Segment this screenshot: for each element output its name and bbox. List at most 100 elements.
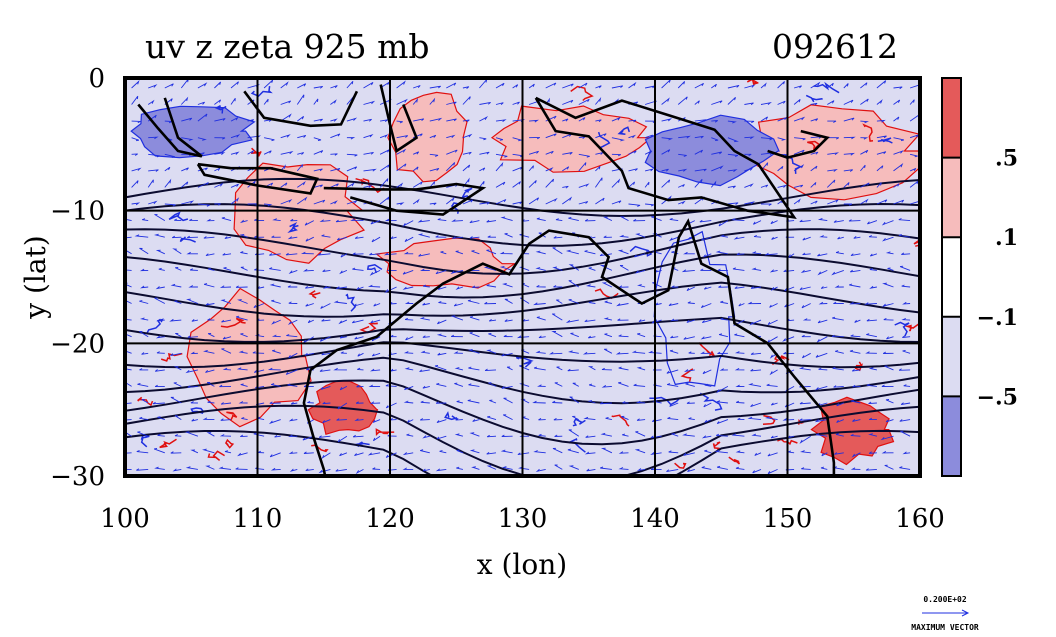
- wind-vector: [584, 219, 596, 222]
- wind-vector: [793, 198, 801, 205]
- wind-vector: [727, 96, 736, 105]
- wind-vector: [436, 435, 447, 440]
- x-tick-label: 110: [233, 504, 283, 534]
- wind-vector: [898, 218, 911, 222]
- wind-vector: [170, 451, 182, 454]
- wind-vector: [853, 236, 861, 239]
- wind-vector: [694, 168, 707, 172]
- wind-vector: [549, 351, 563, 355]
- wind-vector: [191, 319, 198, 322]
- wind-vector: [678, 135, 691, 139]
- wind-vector: [316, 252, 331, 256]
- wind-vector: [504, 298, 513, 304]
- wind-vector: [504, 319, 513, 322]
- wind-vector: [173, 366, 182, 371]
- wind-vector: [263, 150, 272, 155]
- wind-vector: [322, 419, 331, 424]
- wind-vector: [694, 135, 704, 139]
- wind-vector: [235, 467, 248, 470]
- colorbar-level-label: −.5: [977, 384, 1018, 410]
- vorticity-contour: [698, 342, 715, 357]
- wind-vector: [271, 319, 281, 325]
- wind-vector: [188, 285, 198, 288]
- wind-vector: [600, 466, 612, 470]
- wind-vector: [363, 118, 372, 122]
- wind-vector: [800, 450, 811, 454]
- wind-vector: [148, 153, 160, 158]
- wind-vector: [354, 418, 364, 422]
- wind-vector: [318, 468, 331, 474]
- wind-vector: [719, 234, 728, 238]
- wind-vector: [554, 434, 563, 437]
- wind-vector: [767, 319, 778, 326]
- wind-vector: [131, 167, 142, 172]
- wind-vector: [499, 251, 513, 255]
- x-tick-label: 100: [100, 504, 150, 534]
- wind-vector: [588, 301, 596, 304]
- wind-vector: [909, 167, 917, 172]
- vorticity-contour: [680, 368, 694, 382]
- wind-vector: [893, 183, 900, 188]
- wind-vector: [125, 419, 132, 421]
- wind-vector: [512, 181, 521, 188]
- wind-vector: [288, 301, 298, 304]
- wind-vector: [290, 401, 298, 405]
- wind-vector: [313, 118, 323, 122]
- y-tick-label: −10: [50, 197, 105, 227]
- wind-vector: [462, 151, 472, 155]
- wind-vector: [300, 251, 314, 255]
- wind-vector: [678, 153, 687, 157]
- wind-vector: [583, 416, 596, 421]
- wind-vector: [269, 283, 281, 288]
- wind-vector: [552, 247, 563, 255]
- wind-vector: [417, 233, 430, 238]
- wind-vector: [502, 283, 513, 288]
- wind-vector: [735, 450, 745, 454]
- wind-vector: [186, 298, 199, 304]
- wind-vector: [865, 351, 877, 354]
- wind-vector: [319, 336, 331, 342]
- wind-vector: [636, 366, 646, 371]
- wind-vector: [412, 181, 423, 188]
- wind-vector: [866, 333, 877, 338]
- wind-vector: [419, 369, 430, 373]
- wind-vector: [396, 80, 406, 89]
- wind-vector: [417, 219, 430, 223]
- vorticity-contour: [224, 438, 235, 449]
- wind-vector: [718, 333, 729, 338]
- wind-vector: [850, 433, 861, 437]
- wind-vector: [747, 416, 762, 421]
- wind-vector: [495, 199, 507, 205]
- wind-vector: [686, 286, 695, 292]
- wind-vector: [356, 384, 364, 388]
- wind-vector: [313, 184, 323, 188]
- wind-vector: [802, 252, 811, 256]
- wind-vector: [711, 100, 723, 105]
- wind-vector: [880, 435, 894, 441]
- wind-vector: [727, 169, 738, 172]
- wind-vector: [611, 200, 622, 205]
- wind-vector: [599, 264, 613, 271]
- y-tick-label: 0: [88, 64, 105, 94]
- wind-vector: [837, 236, 844, 240]
- wind-vector: [290, 218, 298, 222]
- colorbar-frame: [941, 77, 962, 477]
- wind-vector: [555, 218, 563, 222]
- wind-vector: [535, 468, 546, 472]
- wind-vector: [236, 367, 248, 371]
- wind-vector: [529, 136, 541, 140]
- wind-vector: [437, 286, 447, 290]
- wind-vector: [297, 83, 307, 89]
- wind-vector: [818, 301, 828, 305]
- wind-vector: [800, 269, 811, 273]
- wind-vector: [148, 84, 158, 89]
- wind-vector: [445, 162, 456, 172]
- wind-vector: [678, 168, 688, 172]
- wind-vector: [484, 301, 497, 305]
- wind-vector: [668, 236, 679, 242]
- wind-vector: [446, 149, 458, 155]
- wind-vector: [339, 385, 348, 391]
- wind-vector: [556, 366, 563, 371]
- wind-vector: [588, 335, 596, 339]
- reference-vector-arrowhead: [961, 609, 970, 617]
